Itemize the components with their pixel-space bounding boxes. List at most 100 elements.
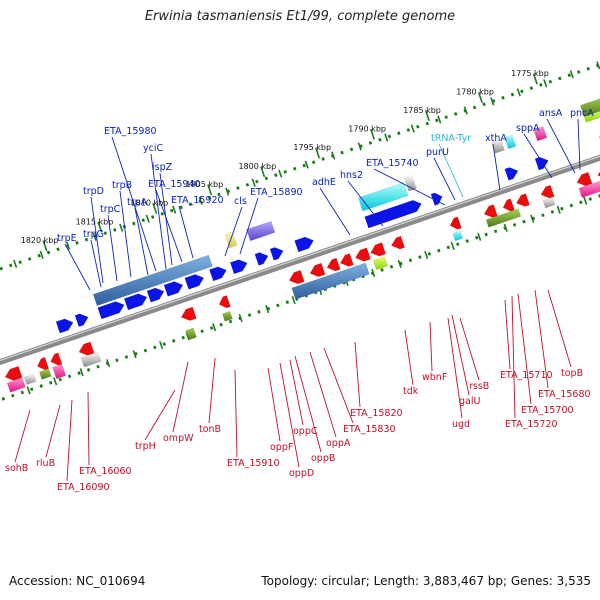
forward-gene-arrow xyxy=(269,247,284,261)
scale-dot xyxy=(18,260,22,265)
scale-dot xyxy=(169,208,174,213)
reverse-gene-arrow xyxy=(370,242,387,257)
scale-minor-tick xyxy=(410,124,415,133)
kbp-major-tick xyxy=(97,221,103,233)
gene-label-top: yciC xyxy=(143,143,163,154)
scale-dot xyxy=(132,221,136,226)
reverse-gene-arrow xyxy=(78,341,95,356)
scale-minor-tick xyxy=(278,169,283,178)
scale-dot xyxy=(20,390,25,395)
gene-label-bottom: ugd xyxy=(452,419,470,430)
scale-dot xyxy=(406,128,411,132)
kbp-tick-label: 1790 kbp xyxy=(348,124,386,133)
label-leader-line xyxy=(404,329,414,386)
scale-dot xyxy=(113,228,117,232)
reverse-gene-arrow xyxy=(309,262,326,278)
forward-gene-arrow xyxy=(123,293,148,311)
gene-label-bottom: trpH xyxy=(135,441,156,452)
scale-dot xyxy=(283,170,287,174)
scale-minor-tick xyxy=(212,323,217,332)
label-leader-line xyxy=(433,157,456,201)
gene-label-bottom: ETA_16060 xyxy=(79,466,132,477)
scale-dot xyxy=(539,83,543,87)
forward-gene-arrow xyxy=(229,259,248,275)
scale-minor-tick xyxy=(198,196,203,205)
scale-dot xyxy=(162,342,167,346)
scale-dot xyxy=(77,371,81,375)
label-leader-line xyxy=(172,361,189,433)
label-leader-line xyxy=(178,205,194,259)
label-leader-line xyxy=(504,299,511,370)
gene-label-top: ETA_15890 xyxy=(250,187,303,198)
scale-dot xyxy=(48,380,53,385)
kbp-tick-label: 1815 kbp xyxy=(76,217,114,226)
scale-dot xyxy=(103,231,108,235)
gene-label-top: sppA xyxy=(516,123,540,134)
scale-dot xyxy=(446,245,451,250)
genome-backbone-highlight xyxy=(0,155,600,362)
scale-dot xyxy=(425,121,429,126)
scale-minor-tick xyxy=(66,241,71,250)
gene-label-top: trpA xyxy=(127,197,148,208)
scale-dot xyxy=(96,364,100,369)
label-leader-line xyxy=(90,239,102,288)
scale-dot xyxy=(548,79,553,84)
scale-dot xyxy=(11,393,15,398)
scale-dot xyxy=(200,329,204,334)
scale-minor-tick xyxy=(530,214,535,223)
gene-label-bottom: tonB xyxy=(199,424,221,435)
reverse-gene-arrow xyxy=(597,171,600,177)
forward-gene-arrow xyxy=(146,287,165,303)
kbp-major-tick xyxy=(260,166,266,178)
scale-dot xyxy=(217,192,221,197)
scale-dot xyxy=(444,115,448,119)
scale-dot xyxy=(510,92,515,97)
scale-dot xyxy=(115,358,119,363)
scale-dot xyxy=(9,263,13,268)
forward-gene-bar xyxy=(224,231,238,249)
kbp-major-tick xyxy=(315,147,321,159)
scale-dot xyxy=(465,239,469,243)
scale-dot xyxy=(293,166,297,171)
kbp-major-tick xyxy=(424,110,430,122)
scale-dot xyxy=(46,250,51,255)
label-leader-line xyxy=(64,243,91,291)
scale-dot xyxy=(37,253,41,258)
scale-dot xyxy=(512,223,517,227)
scale-dot xyxy=(378,137,382,142)
scale-dot xyxy=(86,368,91,372)
gene-label-top: pncA xyxy=(570,108,594,119)
scale-dot xyxy=(30,387,34,392)
scale-dot xyxy=(151,215,155,219)
scale-dot xyxy=(397,131,401,136)
scale-minor-tick xyxy=(503,223,508,232)
gene-label-top: trpE xyxy=(57,233,77,244)
scale-dot xyxy=(179,205,183,210)
scale-dot xyxy=(560,206,564,211)
scale-minor-tick xyxy=(397,259,402,268)
scale-minor-tick xyxy=(556,205,561,214)
scale-minor-tick xyxy=(145,214,150,223)
label-leader-line xyxy=(577,118,581,171)
scale-dot xyxy=(311,160,316,165)
label-leader-line xyxy=(517,293,532,405)
scale-dot xyxy=(58,377,62,382)
scale-dot xyxy=(143,348,148,353)
scale-dot xyxy=(302,163,306,168)
gene-label-top: purU xyxy=(426,147,449,158)
reverse-gene-bar xyxy=(372,256,388,271)
label-leader-line xyxy=(347,180,384,227)
label-leader-line xyxy=(150,153,167,270)
label-leader-line xyxy=(511,295,516,419)
scale-minor-tick xyxy=(516,88,521,97)
forward-gene-arrow xyxy=(254,252,269,266)
scale-minor-tick xyxy=(450,241,455,250)
kbp-tick-label: 1785 kbp xyxy=(403,106,441,115)
reverse-gene-bar xyxy=(578,180,600,198)
genome-backbone xyxy=(0,154,600,366)
reverse-gene-bar xyxy=(80,351,102,368)
scale-dot xyxy=(567,73,571,78)
gene-label-bottom: ompW xyxy=(163,433,194,444)
reverse-gene-arrow xyxy=(339,253,354,267)
